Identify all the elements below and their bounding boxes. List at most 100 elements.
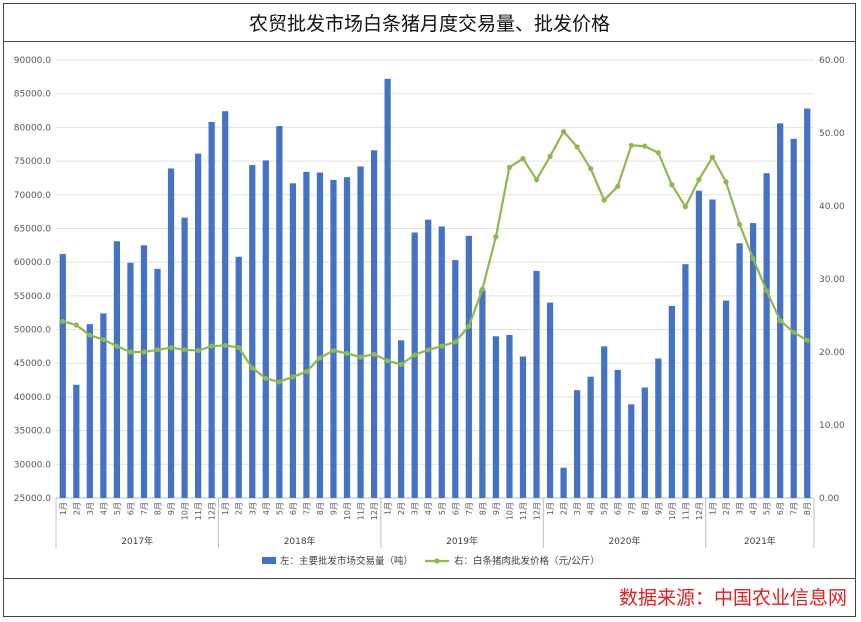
left-axis-tick-label: 25000.0 xyxy=(14,494,51,504)
bar xyxy=(655,358,662,498)
month-tick-label: 1月 xyxy=(59,502,68,515)
month-tick-label: 9月 xyxy=(654,502,663,515)
bar xyxy=(411,232,418,498)
price-point xyxy=(100,336,106,343)
bar xyxy=(736,243,743,498)
price-point xyxy=(127,349,134,355)
price-point xyxy=(750,255,756,262)
left-axis-tick-label: 90000.0 xyxy=(14,56,51,66)
price-point xyxy=(601,197,607,203)
price-point xyxy=(141,349,147,355)
right-axis-tick-label: 30.00 xyxy=(819,275,845,285)
month-tick-label: 11月 xyxy=(357,502,366,520)
month-tick-label: 2月 xyxy=(722,502,731,515)
left-axis-tick-label: 75000.0 xyxy=(14,157,51,167)
price-point xyxy=(371,351,377,357)
left-axis-tick-label: 45000.0 xyxy=(14,359,51,369)
month-tick-label: 12月 xyxy=(370,502,379,520)
month-tick-label: 9月 xyxy=(329,502,338,515)
month-tick-label: 8月 xyxy=(478,502,487,515)
price-point xyxy=(73,322,79,328)
month-tick-label: 9月 xyxy=(492,502,501,515)
bar xyxy=(181,217,188,498)
price-point xyxy=(777,318,783,324)
left-axis-tick-label: 50000.0 xyxy=(14,326,51,336)
bar xyxy=(303,171,310,498)
price-point xyxy=(764,288,770,294)
bar xyxy=(384,78,391,499)
month-tick-label: 6月 xyxy=(614,502,623,515)
price-point xyxy=(154,347,161,353)
month-tick-label: 11月 xyxy=(519,502,528,520)
year-label: 2021年 xyxy=(744,535,776,547)
month-tick-label: 2月 xyxy=(235,502,244,515)
price-point xyxy=(263,375,269,381)
price-point xyxy=(276,379,282,385)
price-point xyxy=(723,179,729,185)
bar xyxy=(86,324,93,498)
month-tick-label: 4月 xyxy=(749,502,758,515)
month-tick-label: 7月 xyxy=(465,502,474,515)
price-point xyxy=(357,354,364,360)
bar xyxy=(167,168,175,498)
legend-bar-label: 左：主要批发市场交易量（吨） xyxy=(280,555,413,567)
bar xyxy=(195,153,202,498)
price-point xyxy=(533,177,540,183)
price-point xyxy=(791,329,797,335)
month-tick-label: 3月 xyxy=(736,502,745,515)
price-point xyxy=(114,343,120,349)
bar xyxy=(790,138,797,498)
right-axis-tick-label: 10.00 xyxy=(819,421,845,431)
bar xyxy=(59,254,66,498)
bar xyxy=(465,235,472,498)
month-tick-label: 5月 xyxy=(275,502,284,515)
right-axis-tick-label: 20.00 xyxy=(819,348,845,358)
price-point xyxy=(696,177,702,183)
right-axis-tick-label: 0.00 xyxy=(819,494,839,504)
bar xyxy=(370,150,378,498)
year-label: 2017年 xyxy=(121,535,153,547)
left-axis-tick-label: 40000.0 xyxy=(14,393,51,403)
price-point xyxy=(385,358,391,364)
price-point xyxy=(547,153,553,159)
bar xyxy=(574,390,581,498)
month-tick-label: 12月 xyxy=(533,502,542,520)
price-point xyxy=(736,221,743,227)
bar xyxy=(330,179,337,498)
price-point xyxy=(493,234,499,240)
bar xyxy=(262,160,269,498)
left-axis-tick-label: 80000.0 xyxy=(14,123,51,133)
legend-bar-swatch xyxy=(262,557,276,564)
month-tick-label: 1月 xyxy=(546,502,555,515)
month-tick-label: 7月 xyxy=(302,502,311,515)
price-point xyxy=(452,339,458,345)
legend-line-label: 右：白条猪肉批发价格（元/公斤） xyxy=(454,555,600,567)
bar xyxy=(519,356,527,498)
bar xyxy=(316,172,324,499)
right-axis-tick-label: 50.00 xyxy=(819,129,845,139)
month-tick-label: 12月 xyxy=(208,502,217,520)
month-tick-label: 8月 xyxy=(641,502,650,515)
month-tick-label: 4月 xyxy=(99,502,108,515)
price-point xyxy=(479,286,485,292)
right-axis-tick-label: 60.00 xyxy=(819,56,845,66)
month-tick-label: 6月 xyxy=(126,502,135,515)
price-point xyxy=(398,361,404,368)
price-point xyxy=(709,154,716,160)
price-point xyxy=(290,374,296,380)
bar xyxy=(749,223,757,498)
month-tick-label: 2月 xyxy=(560,502,569,515)
month-tick-label: 3月 xyxy=(248,502,257,515)
bar xyxy=(777,123,784,498)
month-tick-label: 7月 xyxy=(627,502,636,515)
month-tick-label: 4月 xyxy=(424,502,433,515)
month-tick-label: 5月 xyxy=(438,502,447,515)
month-tick-label: 4月 xyxy=(587,502,596,515)
price-point xyxy=(181,347,188,353)
price-point xyxy=(574,144,580,150)
price-point xyxy=(560,128,567,135)
left-axis-tick-label: 35000.0 xyxy=(14,427,51,437)
bar xyxy=(601,346,608,498)
month-tick-label: 1月 xyxy=(708,502,717,515)
bar xyxy=(357,166,364,498)
